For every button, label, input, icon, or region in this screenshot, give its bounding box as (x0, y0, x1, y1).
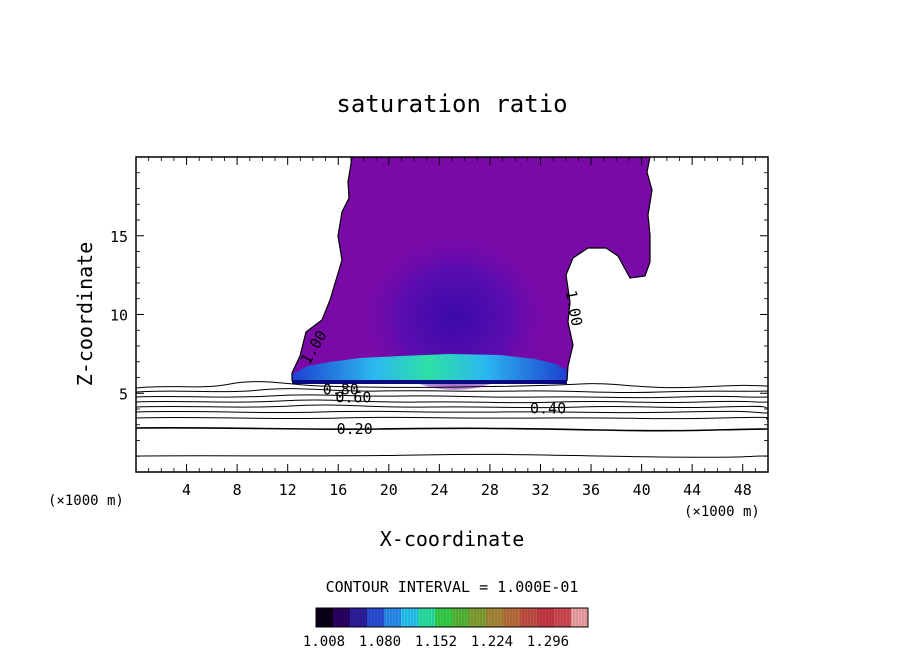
cloud-base-edge (292, 380, 567, 384)
contour-interval-text: CONTOUR INTERVAL = 1.000E-01 (326, 578, 579, 596)
colorbar-swatch (418, 608, 436, 627)
cloud-core-fill (355, 210, 555, 390)
colorbar-tick-label: 1.008 (303, 634, 345, 650)
colorbar-swatch (452, 608, 470, 627)
contour-line-0.60 (136, 399, 768, 404)
colorbar-swatch (571, 608, 589, 627)
contour-line-1.00 (291, 157, 653, 382)
x-tick-label: 40 (633, 481, 651, 499)
cloud-base-fill (292, 354, 567, 382)
colorbar-swatch (486, 608, 504, 627)
contour-line-0.10 (136, 453, 768, 458)
colorbar-swatch (554, 608, 572, 627)
contour-line-0.90 (136, 381, 768, 389)
x-tick-label: 16 (329, 481, 347, 499)
colorbar-swatch (333, 608, 351, 627)
y-axis-label: Z-coordinate (73, 242, 97, 387)
x-tick-label: 24 (430, 481, 448, 499)
contour-fill (292, 157, 652, 390)
contour-line-0.20 (136, 426, 768, 432)
colorbar-swatch (503, 608, 521, 627)
x-tick-label: 20 (380, 481, 398, 499)
x-axis-ticks: 4 8 12 16 20 24 28 32 36 40 44 48 (148, 157, 756, 499)
contour-label: 0.20 (337, 420, 373, 438)
plot-area (136, 157, 768, 458)
x-tick-label: 36 (582, 481, 600, 499)
x-unit-label-left: (×1000 m) (48, 493, 124, 509)
x-tick-label: 32 (531, 481, 549, 499)
colorbar-tick-label: 1.080 (359, 634, 401, 650)
contour-line-0.70 (136, 394, 768, 399)
colorbar-swatch (469, 608, 487, 627)
contour-line-0.30 (136, 416, 768, 420)
colorbar-tick-label: 1.152 (415, 634, 457, 650)
x-tick-label: 28 (481, 481, 499, 499)
colorbar-tick-label: 1.224 (471, 634, 513, 650)
y-axis-ticks: 5 10 15 (110, 172, 768, 457)
contour-line-0.80 (136, 388, 768, 394)
contour-label: 0.60 (335, 388, 371, 406)
x-tick-label: 48 (734, 481, 752, 499)
chart-title: saturation ratio (336, 90, 567, 118)
colorbar-swatch (350, 608, 368, 627)
y-tick-label: 15 (110, 228, 128, 246)
x-tick-label: 8 (233, 481, 242, 499)
colorbar-frame (315, 607, 589, 628)
colorbar-swatch (520, 608, 538, 627)
colorbar-swatch (367, 608, 385, 627)
colorbar (315, 607, 589, 628)
contour-label: 0.40 (530, 400, 566, 418)
contour-line-0.50 (136, 404, 768, 409)
y-tick-label: 10 (110, 307, 128, 325)
colorbar-tick-label: 1.296 (527, 634, 569, 650)
colorbar-tick-labels: 1.008 1.080 1.152 1.224 1.296 (303, 634, 569, 650)
colorbar-swatch (435, 608, 453, 627)
y-tick-label: 5 (119, 385, 128, 403)
colorbar-swatch (384, 608, 402, 627)
colorbar-swatch (401, 608, 419, 627)
colorbar-swatch (316, 608, 334, 627)
x-axis-label: X-coordinate (380, 527, 525, 551)
contour-label: 1.00 (562, 289, 586, 328)
contour-lines (136, 157, 768, 458)
contour-label: 0.80 (323, 381, 359, 399)
x-tick-label: 44 (683, 481, 701, 499)
colorbar-swatch (537, 608, 555, 627)
x-tick-label: 12 (279, 481, 297, 499)
contour-line-0.40 (136, 410, 768, 414)
x-unit-label-right: (×1000 m) (684, 504, 760, 520)
x-tick-label: 4 (182, 481, 191, 499)
